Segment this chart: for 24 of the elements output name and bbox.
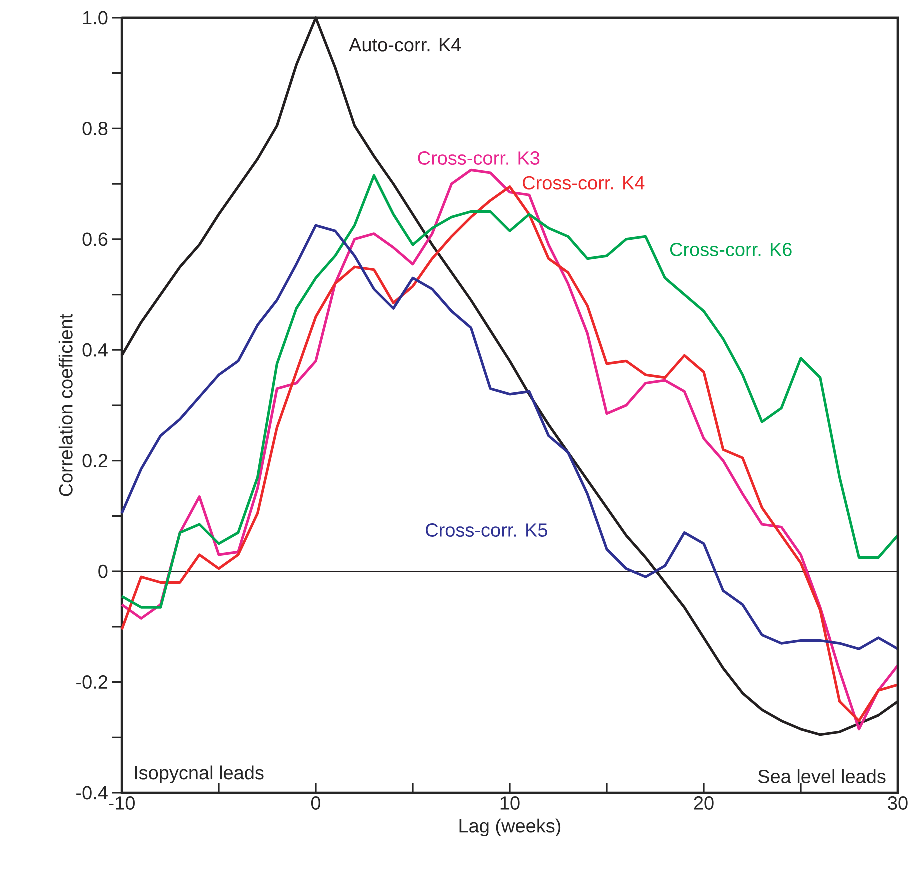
line-series: [120, 224, 900, 650]
y-tick-label: 0.2: [82, 454, 108, 468]
y-tick-label: -0.4: [76, 786, 108, 800]
x-tick-label: -10: [109, 796, 135, 810]
x-axis-title: Lag (weeks): [460, 818, 561, 837]
y-tick-label: 0: [98, 564, 108, 578]
line-series: [120, 174, 900, 609]
x-tick-label: 0: [311, 796, 321, 810]
y-tick-label: 0.6: [82, 232, 108, 246]
y-tick-label: -0.2: [76, 676, 108, 690]
annotation: Isopycnal leads: [135, 766, 264, 784]
text: Cross-corr. K5: [426, 524, 548, 537]
x-tick-label: 10: [500, 796, 520, 810]
series-label: Cross-corr. K3: [418, 152, 540, 165]
x-tick-label: 20: [694, 796, 714, 810]
y-tick-label: 0.8: [82, 122, 108, 136]
series-label: Cross-corr. K6: [670, 242, 792, 256]
y-tick-label: 0.4: [82, 343, 108, 357]
y-axis-title: Correlation coefficient: [58, 314, 73, 496]
x-tick-label: 30: [888, 796, 908, 810]
y-tick-label: 1.0: [83, 11, 108, 25]
series-label: Auto-corr. K4: [349, 38, 462, 52]
annotation: Sea level leads: [758, 770, 886, 784]
series-label: Cross-corr. K4: [523, 176, 645, 190]
